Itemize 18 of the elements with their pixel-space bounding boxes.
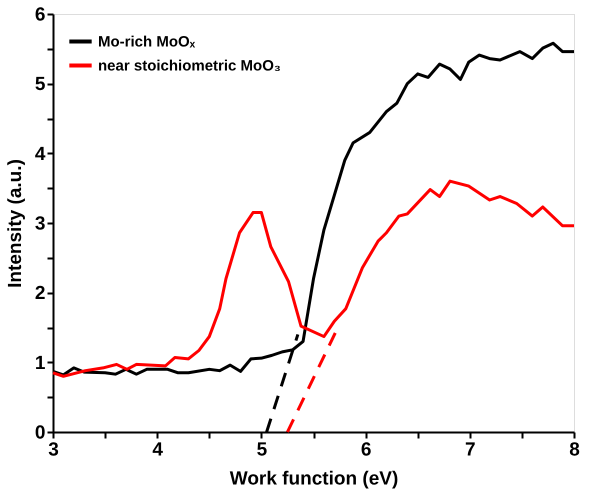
line-series <box>52 180 576 378</box>
legend-label: near stoichiometric MoO₃ <box>98 58 281 74</box>
y-tick-label: 3 <box>34 214 46 234</box>
y-tick-label: 0 <box>34 422 46 444</box>
y-tick-label: 6 <box>34 4 46 26</box>
legend-label: Mo-rich MoOₓ <box>98 34 196 50</box>
x-axis-title: Work function (eV) <box>230 468 398 490</box>
y-tick-label: 4 <box>34 144 46 165</box>
x-tick-label: 3 <box>48 440 59 460</box>
y-tick-label: 2 <box>34 283 46 304</box>
y-tick-label: 5 <box>34 74 46 96</box>
x-tick-label: 7 <box>465 440 476 460</box>
x-tick-label: 4 <box>152 440 164 460</box>
x-tick-label: 8 <box>569 440 580 460</box>
x-tick-label: 6 <box>360 440 372 460</box>
y-axis-title: Intensity (a.u.) <box>4 159 26 288</box>
y-tick-label: 1 <box>34 352 46 374</box>
x-tick-label: 5 <box>256 440 268 460</box>
